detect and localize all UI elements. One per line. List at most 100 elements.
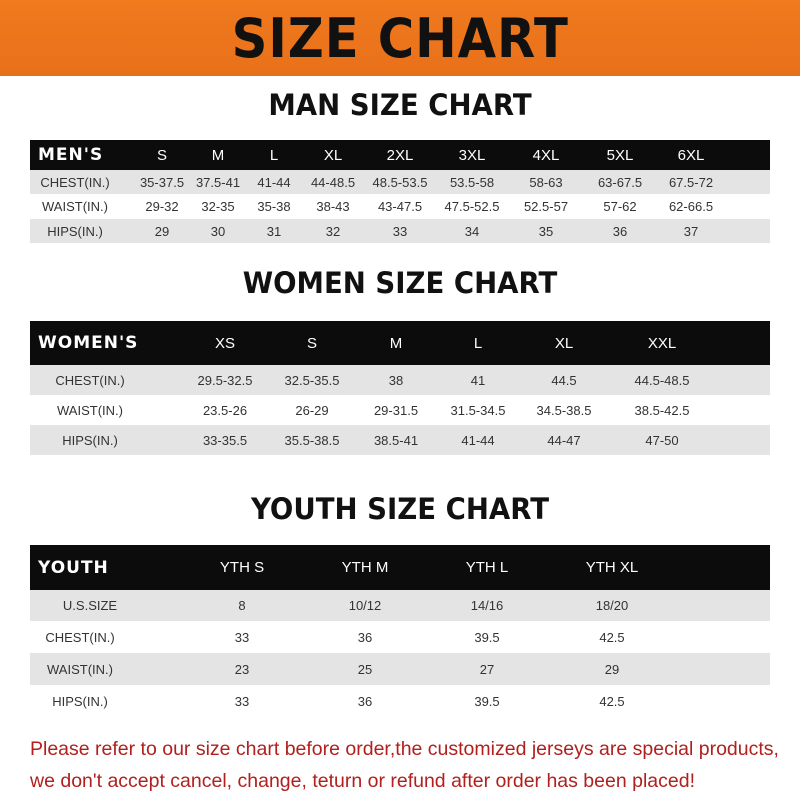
cell: 23.5-26	[202, 402, 248, 418]
cell: 38.5-42.5	[634, 402, 690, 418]
youth-section-title: YOUTH SIZE CHART	[250, 492, 550, 526]
cell: 23	[234, 661, 250, 677]
cell: 35-38	[257, 199, 291, 214]
table-row: U.S.SIZE 8 10/12 14/16 18/20	[30, 590, 770, 621]
cell: 44.5-48.5	[634, 372, 690, 388]
header-row: WOMEN'S XS S M L XL XXL	[30, 321, 770, 365]
cell: 31	[266, 223, 282, 239]
cell: 41-44	[461, 432, 495, 448]
table-row: HIPS(IN.) 33-35.5 35.5-38.5 38.5-41 41-44 44-…	[30, 425, 770, 455]
cell: 34	[464, 223, 480, 239]
cell: YTH XL	[585, 559, 639, 576]
cell: 32.5-35.5	[284, 372, 340, 388]
cell: 48.5-53.5	[372, 174, 428, 190]
cell: 43-47.5	[377, 199, 423, 214]
row-label: WAIST(IN.)	[42, 199, 108, 214]
cell: 33	[234, 693, 250, 709]
cell: 25	[357, 661, 373, 677]
cell: 62-66.5	[668, 199, 714, 214]
cell: 2XL	[386, 146, 414, 164]
notice-line-1: Please refer to our size chart before or…	[30, 738, 779, 760]
cell: 36	[612, 223, 628, 239]
cell: 5XL	[606, 146, 634, 164]
cell: 35.5-38.5	[284, 432, 340, 448]
page-title: SIZE CHART	[231, 6, 569, 70]
cell: 29.5-32.5	[197, 372, 253, 388]
cell: 39.5	[474, 693, 500, 709]
cell: 63-67.5	[597, 174, 643, 190]
cell: 37	[683, 223, 699, 239]
cell: 67.5-72	[668, 174, 714, 190]
cell: 38-43	[316, 199, 350, 214]
row-label: YOUTH	[38, 557, 109, 578]
cell: 29-31.5	[373, 402, 419, 418]
cell: 52.5-57	[523, 199, 569, 214]
cell: S	[156, 146, 168, 164]
table-row: CHEST(IN.) 35-37.5 37.5-41 41-44 44-48.5 48.5…	[30, 170, 770, 194]
cell: 27	[479, 661, 495, 677]
cell: XXL	[647, 334, 677, 352]
header-row: MEN'S S M L XL 2XL 3XL 4XL 5XL 6XL	[30, 140, 770, 170]
cell: 37.5-41	[195, 174, 241, 190]
cell: M	[389, 334, 403, 352]
cell: 41	[470, 372, 486, 388]
row-label: WAIST(IN.)	[47, 661, 113, 677]
cell: 29	[154, 223, 170, 239]
cell: 8	[238, 598, 246, 613]
row-label: HIPS(IN.)	[47, 223, 103, 239]
cell: XL	[323, 146, 343, 164]
cell: 57-62	[603, 199, 637, 214]
cell: 4XL	[532, 146, 560, 164]
table-row: HIPS(IN.) 33 36 39.5 42.5	[30, 685, 770, 717]
cell: 41-44	[257, 174, 291, 190]
cell: 33	[234, 629, 250, 645]
cell: 34.5-38.5	[536, 402, 592, 418]
cell: L	[473, 334, 483, 352]
row-label: CHEST(IN.)	[45, 629, 115, 645]
cell: S	[306, 334, 318, 352]
row-label: WAIST(IN.)	[57, 402, 123, 418]
table-row: CHEST(IN.) 33 36 39.5 42.5	[30, 621, 770, 653]
cell: 47.5-52.5	[444, 199, 500, 214]
cell: 42.5	[599, 629, 625, 645]
cell: 14/16	[470, 598, 504, 613]
cell: 38	[388, 372, 404, 388]
cell: 29-32	[145, 199, 179, 214]
cell: 33-35.5	[202, 432, 248, 448]
table-row: WAIST(IN.) 23 25 27 29	[30, 653, 770, 685]
cell: 44-47	[547, 432, 581, 448]
cell: 6XL	[677, 146, 705, 164]
cell: 26-29	[295, 402, 329, 418]
table-row: WAIST(IN.) 29-32 32-35 35-38 38-43 43-47.5 47.…	[30, 194, 770, 219]
cell: XS	[214, 334, 236, 352]
cell: 32-35	[201, 199, 235, 214]
row-label: HIPS(IN.)	[62, 432, 118, 448]
cell: YTH M	[341, 559, 389, 576]
cell: 31.5-34.5	[450, 402, 506, 418]
cell: 38.5-41	[373, 432, 419, 448]
cell: L	[269, 146, 279, 164]
cell: XL	[554, 334, 574, 352]
cell: 29	[604, 661, 620, 677]
cell: 36	[357, 693, 373, 709]
cell: 44-48.5	[310, 174, 356, 190]
women-section-title: WOMEN SIZE CHART	[242, 266, 558, 300]
cell: 33	[392, 223, 408, 239]
cell: 36	[357, 629, 373, 645]
header-row: YOUTH YTH S YTH M YTH L YTH XL	[30, 545, 770, 590]
cell: 58-63	[529, 174, 563, 190]
notice-line-2: we don't accept cancel, change, teturn o…	[30, 770, 695, 792]
cell: 3XL	[458, 146, 486, 164]
row-label: MEN'S	[38, 145, 104, 165]
row-label: CHEST(IN.)	[55, 372, 125, 388]
row-label: U.S.SIZE	[62, 598, 118, 613]
row-label: WOMEN'S	[38, 333, 139, 353]
cell: 10/12	[348, 598, 382, 613]
cell: 53.5-58	[449, 174, 495, 190]
order-notice: Please refer to our size chart before or…	[30, 733, 790, 797]
row-label: HIPS(IN.)	[52, 693, 108, 709]
cell: 47-50	[645, 432, 679, 448]
cell: 35-37.5	[139, 174, 185, 190]
cell: 18/20	[595, 598, 629, 613]
table-row: CHEST(IN.) 29.5-32.5 32.5-35.5 38 41 44.5 44.5…	[30, 365, 770, 395]
